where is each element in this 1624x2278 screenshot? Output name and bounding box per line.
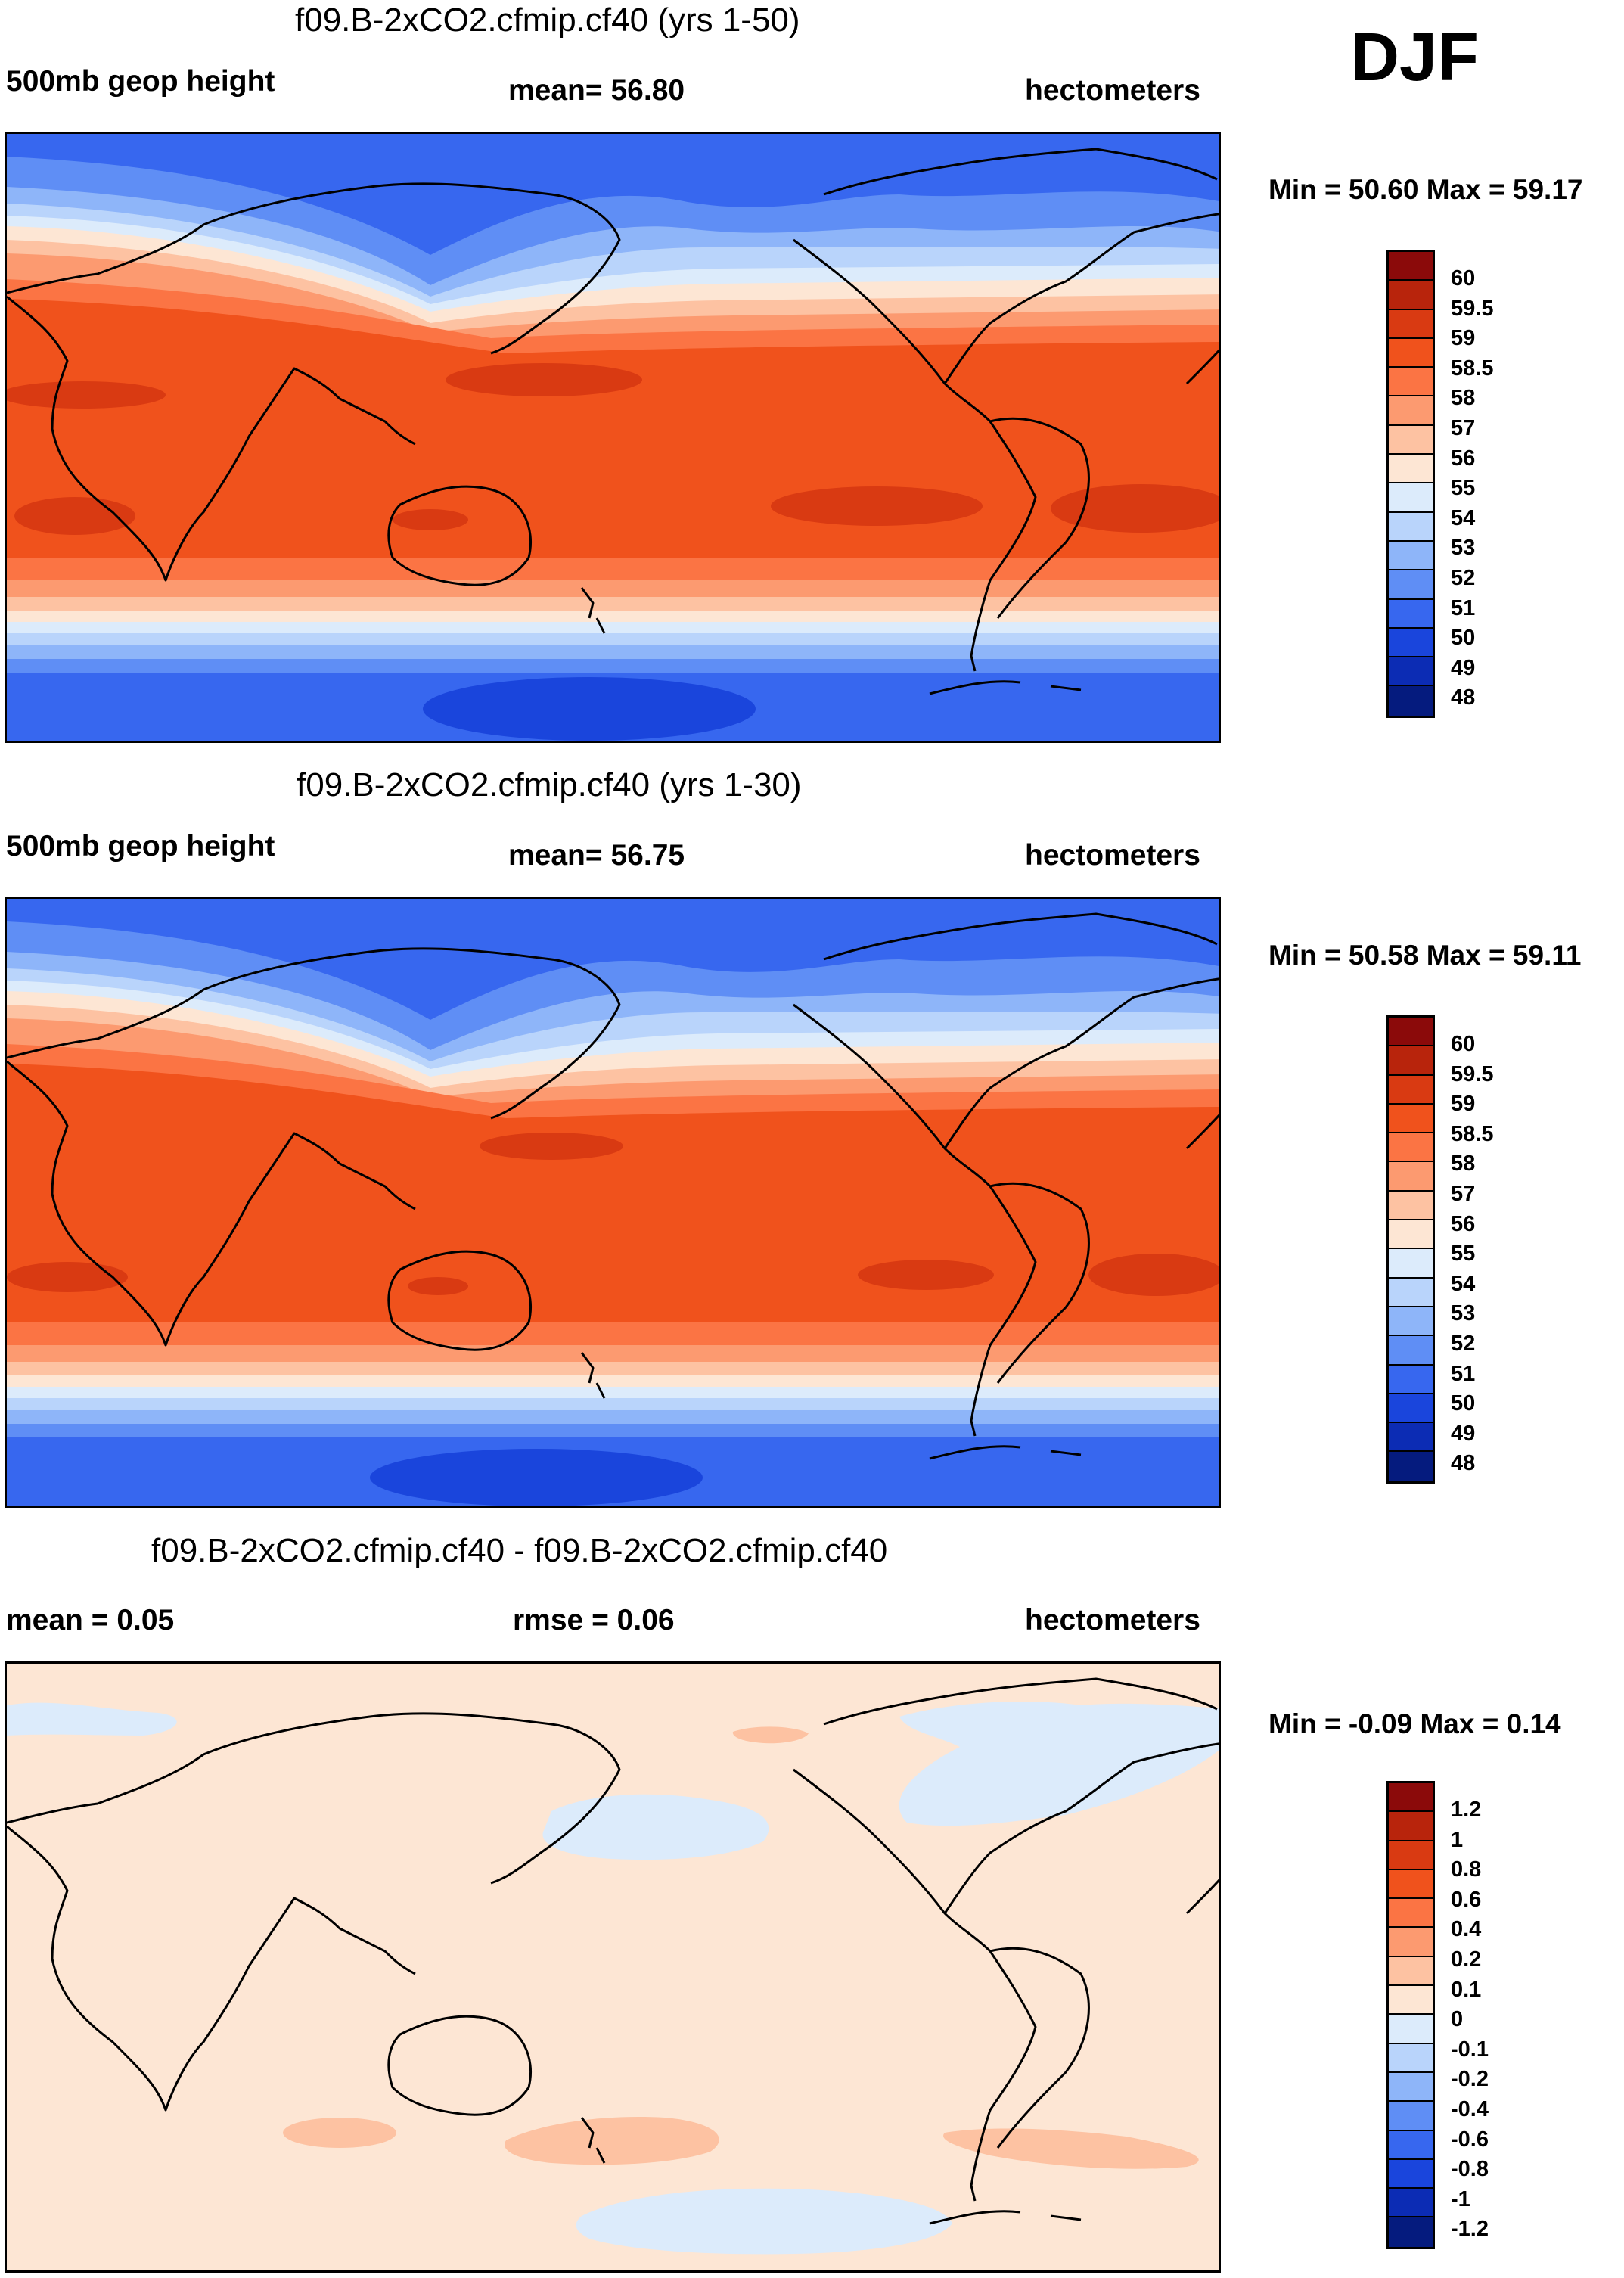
panel3-tick: 0	[1451, 2007, 1464, 2031]
panel2-tick: 55	[1451, 1242, 1476, 1266]
panel2-mean-label: mean= 56.75	[508, 839, 685, 872]
panel1-tick: 57	[1451, 416, 1476, 440]
panel1-tick: 59	[1451, 326, 1476, 350]
panel3-tick: 0.4	[1451, 1917, 1482, 1941]
panel2-tick: 54	[1451, 1272, 1476, 1296]
panel3-tick: 0.8	[1451, 1857, 1482, 1882]
panel1-tick: 58.5	[1451, 356, 1494, 381]
panel2-units-label: hectometers	[1025, 839, 1200, 872]
panel2-tick: 59	[1451, 1092, 1476, 1116]
panel3-tick: 1.2	[1451, 1798, 1482, 1822]
panel2-tick: 58	[1451, 1151, 1476, 1176]
panel1-tick: 48	[1451, 685, 1476, 710]
panel2-tick: 56	[1451, 1212, 1476, 1236]
panel1-tick: 56	[1451, 446, 1476, 471]
panel2-field-label: 500mb geop height	[6, 830, 275, 862]
panel3-tick: -0.6	[1451, 2127, 1489, 2152]
panel1-tick: 54	[1451, 506, 1476, 530]
panel3-tick: -0.2	[1451, 2067, 1489, 2091]
panel3-units-label: hectometers	[1025, 1604, 1200, 1636]
panel3-tick: -1.2	[1451, 2217, 1489, 2241]
panel3-tick: 1	[1451, 1828, 1464, 1852]
panel2-tick: 59.5	[1451, 1062, 1494, 1086]
panel1-tick: 59.5	[1451, 297, 1494, 321]
panel1-tick: 58	[1451, 386, 1476, 410]
panel2-colorbar	[1386, 1015, 1435, 1484]
panel2-tick: 48	[1451, 1451, 1476, 1475]
panel3-tick: -1	[1451, 2187, 1470, 2211]
panel1-field-label: 500mb geop height	[6, 65, 275, 98]
panel3-tick: 0.1	[1451, 1978, 1482, 2002]
panel3-tick: -0.1	[1451, 2037, 1489, 2062]
panel2-tick: 58.5	[1451, 1122, 1494, 1146]
panel1-mean-label: mean= 56.80	[508, 74, 685, 107]
panel2-tick: 60	[1451, 1032, 1476, 1056]
panel2-tick: 53	[1451, 1301, 1476, 1325]
panel1-units-label: hectometers	[1025, 74, 1200, 107]
panel3-colorbar	[1386, 1781, 1435, 2249]
panel2-title: f09.B-2xCO2.cfmip.cf40 (yrs 1-30)	[297, 766, 802, 803]
panel3-map	[5, 1661, 1221, 2273]
panel2-map	[5, 897, 1221, 1508]
panel2-tick: 57	[1451, 1182, 1476, 1206]
season-label: DJF	[1350, 20, 1480, 95]
panel1-tick: 50	[1451, 626, 1476, 650]
panel1-tick: 60	[1451, 266, 1476, 291]
panel3-title: f09.B-2xCO2.cfmip.cf40 - f09.B-2xCO2.cfm…	[151, 1532, 888, 1569]
panel3-tick: -0.8	[1451, 2157, 1489, 2181]
panel1-minmax: Min = 50.60 Max = 59.17	[1268, 174, 1583, 205]
panel2-tick: 50	[1451, 1391, 1476, 1416]
panel1-tick: 51	[1451, 596, 1476, 620]
panel3-mean-label: mean = 0.05	[6, 1604, 175, 1636]
panel3-tick: 0.6	[1451, 1888, 1482, 1912]
panel2-tick: 52	[1451, 1332, 1476, 1356]
panel3-rmse-label: rmse = 0.06	[513, 1604, 675, 1636]
panel2-tick: 49	[1451, 1422, 1476, 1446]
panel1-tick: 49	[1451, 656, 1476, 680]
panel1-tick: 53	[1451, 536, 1476, 560]
panel1-tick: 52	[1451, 566, 1476, 590]
panel2-minmax: Min = 50.58 Max = 59.11	[1268, 940, 1582, 971]
panel1-colorbar	[1386, 250, 1435, 718]
panel1-title: f09.B-2xCO2.cfmip.cf40 (yrs 1-50)	[295, 2, 800, 39]
panel1-map	[5, 132, 1221, 743]
panel1-tick: 55	[1451, 476, 1476, 500]
panel3-tick: -0.4	[1451, 2097, 1489, 2121]
panel2-tick: 51	[1451, 1362, 1476, 1386]
panel3-minmax: Min = -0.09 Max = 0.14	[1268, 1708, 1561, 1739]
panel3-tick: 0.2	[1451, 1947, 1482, 1972]
